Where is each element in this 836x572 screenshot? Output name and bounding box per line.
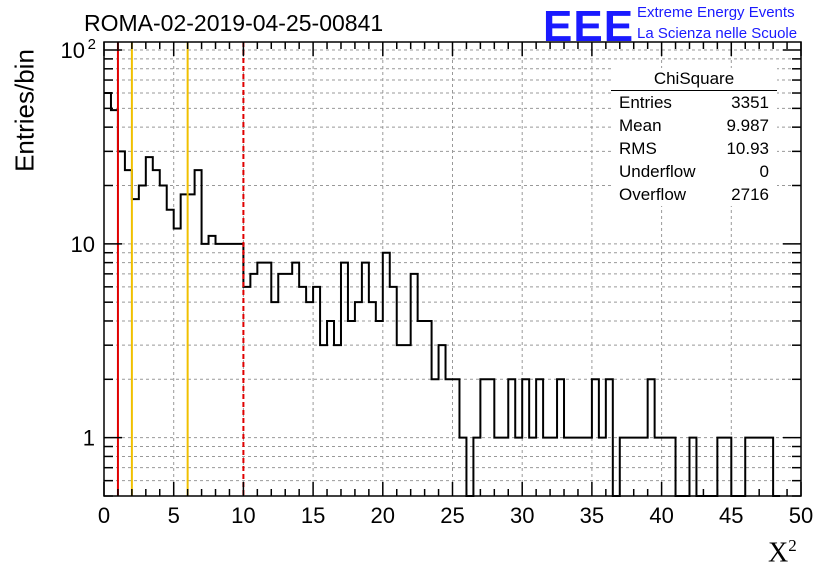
x-axis-symbol: X (768, 537, 789, 569)
stats-value: 10.93 (726, 139, 769, 158)
grid (104, 42, 801, 496)
x-tick-label: 40 (649, 503, 673, 528)
x-tick-label: 5 (168, 503, 180, 528)
y-tick-label-exponent: 2 (88, 36, 96, 53)
x-tick-label: 50 (789, 503, 813, 528)
stats-value: 0 (759, 162, 769, 181)
axes (103, 41, 802, 497)
x-tick-label: 30 (510, 503, 534, 528)
x-tick-label: 35 (580, 503, 604, 528)
stats-row: RMS 10.93 (611, 137, 777, 160)
stats-title: ChiSquare (611, 68, 777, 91)
x-tick-label: 15 (301, 503, 325, 528)
x-tick-label: 0 (98, 503, 110, 528)
stats-value: 9.987 (726, 116, 769, 135)
stats-label: RMS (619, 139, 657, 158)
histogram-bars (104, 92, 781, 497)
y-tick-label: 1 (83, 426, 95, 451)
x-tick-label: 25 (440, 503, 464, 528)
y-tick-label: 10 (61, 38, 85, 63)
x-tick-label: 45 (719, 503, 743, 528)
logo-line1: Extreme Energy Events (637, 4, 795, 21)
x-tick-label: 20 (371, 503, 395, 528)
stats-value: 2716 (731, 185, 769, 204)
cut-lines (116, 42, 245, 496)
x-tick-label: 10 (231, 503, 255, 528)
stats-box: ChiSquare Entries 3351 Mean 9.987 RMS 10.93… (611, 68, 777, 206)
x-axis-label: X2 (768, 536, 797, 569)
x-axis-superscript: 2 (788, 536, 797, 555)
stats-row: Entries 3351 (611, 91, 777, 114)
chart-title: ROMA-02-2019-04-25-00841 (84, 10, 384, 36)
stats-value: 3351 (731, 93, 769, 112)
stats-label: Underflow (619, 162, 696, 181)
y-axis-label: Entries/bin (9, 49, 40, 172)
stats-label: Overflow (619, 185, 687, 204)
logo-line2: La Scienza nelle Scuole (637, 25, 798, 42)
y-tick-label: 10 (71, 232, 95, 257)
stats-row: Underflow 0 (611, 160, 777, 183)
stats-row: Overflow 2716 (611, 183, 777, 206)
stats-label: Mean (619, 116, 662, 135)
stats-label: Entries (619, 93, 672, 112)
stats-row: Mean 9.987 (611, 114, 777, 137)
eee-logo: EEE (543, 2, 635, 51)
histogram-step-line (104, 92, 781, 497)
